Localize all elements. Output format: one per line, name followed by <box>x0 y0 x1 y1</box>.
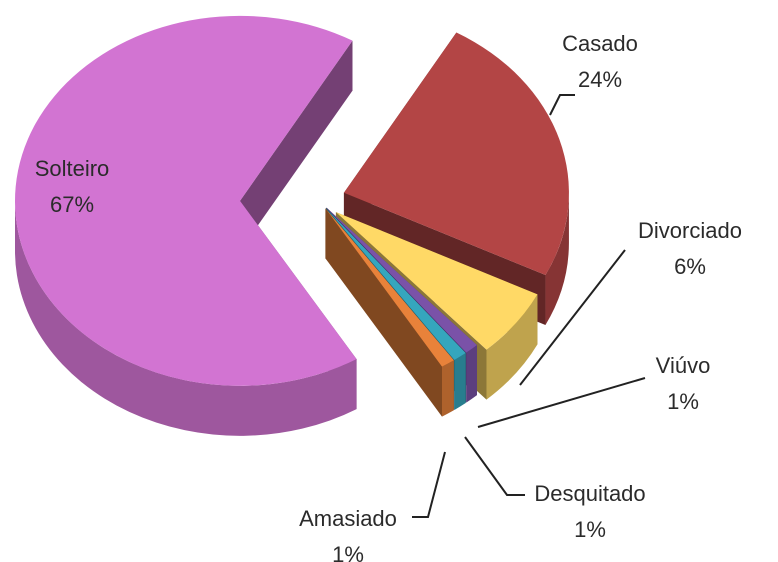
slice <box>335 212 538 350</box>
slice-wall <box>545 192 569 326</box>
slice-label: Desquitado <box>534 481 645 506</box>
leader-line <box>464 436 525 496</box>
slice <box>15 15 357 386</box>
slice-wall <box>454 353 466 410</box>
slice-wall <box>466 345 478 403</box>
slice <box>326 207 478 353</box>
slice-value-label: 1% <box>574 517 606 542</box>
slice-value-label: 67% <box>50 192 94 217</box>
slice-label: Viúvo <box>656 353 711 378</box>
slice-side <box>325 208 443 417</box>
slice-label: Casado <box>562 31 638 56</box>
slice-value-label: 24% <box>578 67 622 92</box>
slice <box>325 208 466 360</box>
slice <box>325 208 454 367</box>
slice-label: Divorciado <box>638 218 742 243</box>
slice-value-label: 6% <box>674 254 706 279</box>
slice-wall <box>15 200 357 436</box>
slice-value-label: 1% <box>332 542 364 562</box>
leader-line <box>549 94 575 116</box>
slice-value-label: 1% <box>667 389 699 414</box>
slice-label: Amasiado <box>299 506 397 531</box>
leader-line <box>519 249 626 386</box>
slice-label: Solteiro <box>35 156 110 181</box>
slice-side <box>240 40 353 251</box>
leader-line <box>412 451 446 518</box>
slice-wall <box>442 360 454 417</box>
slice-wall <box>486 294 538 400</box>
leader-line <box>477 377 646 428</box>
slice <box>343 32 569 276</box>
